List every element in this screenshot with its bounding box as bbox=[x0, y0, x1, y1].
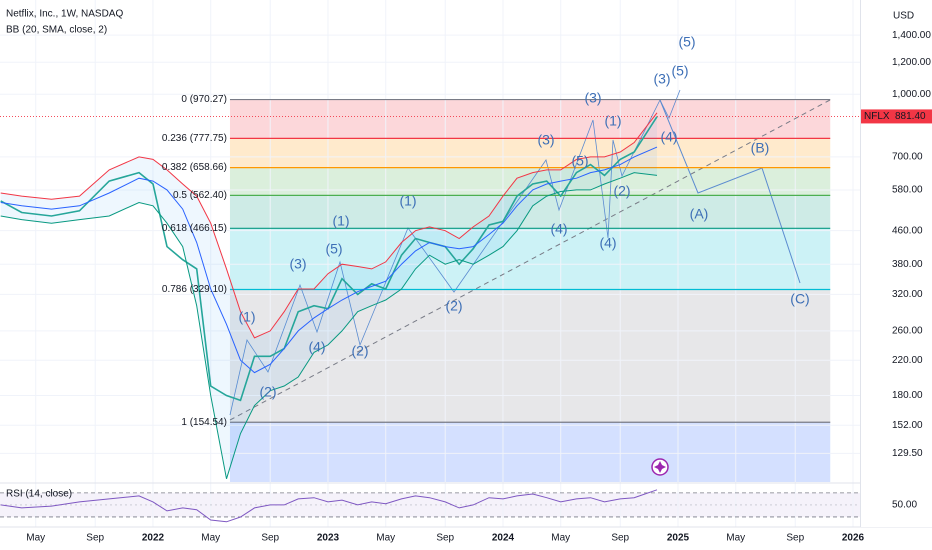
wave-label: (2) bbox=[445, 298, 462, 314]
x-tick-label: Sep bbox=[86, 533, 104, 544]
x-tick-label: Sep bbox=[611, 533, 629, 544]
wave-lines bbox=[0, 89, 860, 518]
price-line bbox=[0, 116, 658, 402]
y-tick-label: 460.00 bbox=[892, 225, 923, 236]
wave-label: (1) bbox=[604, 113, 621, 129]
fib-label: 0.236 (777.75) bbox=[162, 133, 227, 144]
indicator-label: BB (20, SMA, close, 2) bbox=[6, 25, 107, 36]
ticker-label: NFLX bbox=[864, 111, 890, 122]
fib-zones bbox=[0, 99, 860, 517]
wave-label: (5) bbox=[671, 63, 688, 79]
wave-label: (4) bbox=[550, 221, 567, 237]
band-fill bbox=[0, 112, 657, 479]
wave-label: (3) bbox=[289, 256, 306, 272]
y-tick-label: 320.00 bbox=[892, 289, 923, 300]
wave-label: (2) bbox=[259, 384, 276, 400]
wave-label: (3) bbox=[653, 71, 670, 87]
band-line bbox=[0, 112, 658, 339]
y-tick-label: 220.00 bbox=[892, 355, 923, 366]
fib-label: 0.5 (562.40) bbox=[173, 190, 227, 201]
fib-zone bbox=[229, 228, 831, 290]
fib-label: 1 (154.54) bbox=[181, 417, 227, 428]
wave-label: (5) bbox=[678, 34, 695, 50]
wave-label: (2) bbox=[613, 183, 630, 199]
wave-label: (5) bbox=[571, 153, 588, 169]
y-tick-label: 1,400.00 bbox=[892, 30, 931, 41]
rsi-tick-label: 50.00 bbox=[892, 500, 917, 511]
x-tick-label: Sep bbox=[261, 533, 279, 544]
wave-label: (4) bbox=[308, 339, 325, 355]
rsi-line bbox=[0, 489, 658, 523]
fib-zone bbox=[229, 99, 831, 139]
wave-label: (1) bbox=[399, 193, 416, 209]
axis-labels: 1,400.00 1,200.00 1,000.00 700.00 580.00 460.… bbox=[26, 30, 932, 544]
band-line bbox=[0, 172, 658, 479]
fib-label: 0 (970.27) bbox=[181, 94, 227, 105]
x-tick-label: 2026 bbox=[842, 533, 865, 544]
price-label: 881.40 bbox=[895, 111, 926, 122]
y-tick-label: 152.00 bbox=[892, 420, 923, 431]
wave-label: (3) bbox=[584, 90, 601, 106]
wave-label: (4) bbox=[599, 235, 616, 251]
x-tick-label: 2024 bbox=[492, 533, 515, 544]
currency: USD bbox=[893, 11, 914, 22]
fib-label: 0.618 (466.15) bbox=[162, 223, 227, 234]
fib-label: 0.382 (658.66) bbox=[162, 162, 227, 173]
fib-zone bbox=[229, 195, 831, 229]
x-tick-label: Sep bbox=[786, 533, 804, 544]
wave-label: (1) bbox=[238, 309, 255, 325]
fib-zone bbox=[229, 422, 831, 482]
y-tick-label: 1,200.00 bbox=[892, 57, 931, 68]
x-tick-label: 2022 bbox=[142, 533, 165, 544]
fib-label: 0.786 (329.10) bbox=[162, 284, 227, 295]
projection-path bbox=[659, 99, 801, 284]
y-tick-label: 1,000.00 bbox=[892, 89, 931, 100]
wave-label: (A) bbox=[690, 206, 709, 222]
fib-zone bbox=[229, 167, 831, 196]
rsi-title: RSI (14, close) bbox=[6, 489, 72, 500]
fib-zone bbox=[229, 289, 831, 423]
wave-label: (3) bbox=[537, 132, 554, 148]
price-axis-bg bbox=[861, 0, 932, 527]
series bbox=[0, 112, 658, 523]
fib-zone bbox=[229, 138, 831, 168]
wave-label: (2) bbox=[351, 343, 368, 359]
wave-label: (4) bbox=[660, 129, 677, 145]
price-tag bbox=[861, 109, 932, 124]
y-tick-label: 580.00 bbox=[892, 185, 923, 196]
x-tick-label: May bbox=[551, 533, 570, 544]
y-tick-label: 380.00 bbox=[892, 259, 923, 270]
y-tick-label: 180.00 bbox=[892, 390, 923, 401]
band-line bbox=[0, 146, 658, 374]
y-tick-label: 260.00 bbox=[892, 326, 923, 337]
x-tick-label: 2023 bbox=[317, 533, 340, 544]
x-tick-label: May bbox=[26, 533, 45, 544]
wave-label: (C) bbox=[790, 291, 809, 307]
x-tick-label: May bbox=[726, 533, 745, 544]
x-tick-label: May bbox=[376, 533, 395, 544]
grid bbox=[0, 0, 860, 527]
y-tick-label: 700.00 bbox=[892, 152, 923, 163]
labels: 0 (970.27) 0.236 (777.75) 0.382 (658.66) 0.… bbox=[162, 34, 810, 428]
wave-label: (1) bbox=[332, 213, 349, 229]
wave-label: (5) bbox=[325, 241, 342, 257]
chart-title: Netflix, Inc., 1W, NASDAQ bbox=[6, 9, 123, 20]
wave-label: (B) bbox=[751, 140, 770, 156]
x-tick-label: Sep bbox=[436, 533, 454, 544]
y-tick-label: 129.50 bbox=[892, 448, 923, 459]
x-tick-label: 2025 bbox=[667, 533, 690, 544]
x-tick-label: May bbox=[201, 533, 220, 544]
event-icon-star bbox=[654, 461, 666, 473]
